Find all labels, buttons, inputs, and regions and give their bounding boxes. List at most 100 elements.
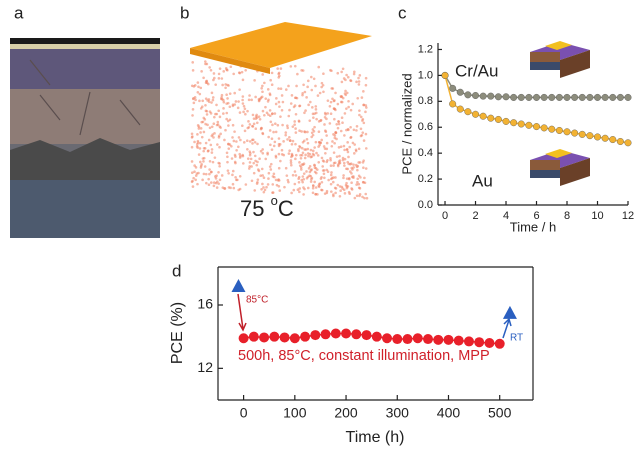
particle bbox=[202, 117, 205, 120]
panel-label: d bbox=[172, 261, 181, 280]
particle bbox=[365, 133, 368, 136]
particle bbox=[283, 186, 286, 189]
particle bbox=[257, 178, 260, 181]
particle bbox=[295, 113, 298, 116]
particle bbox=[324, 152, 327, 155]
marker bbox=[587, 94, 594, 101]
particle bbox=[250, 165, 253, 168]
particle bbox=[196, 133, 199, 136]
particle bbox=[232, 170, 235, 173]
particle bbox=[257, 168, 260, 171]
particle bbox=[210, 69, 213, 72]
particle bbox=[324, 129, 327, 132]
particle bbox=[232, 187, 235, 190]
panel-label: c bbox=[398, 3, 407, 22]
marker bbox=[510, 94, 517, 101]
particle bbox=[324, 192, 327, 195]
particle bbox=[196, 146, 199, 149]
particle bbox=[291, 94, 294, 97]
particle bbox=[363, 122, 366, 125]
particle bbox=[212, 99, 215, 102]
particle bbox=[356, 177, 359, 180]
particle bbox=[360, 127, 363, 130]
particle bbox=[212, 161, 215, 164]
particle bbox=[302, 193, 305, 196]
particle bbox=[333, 118, 336, 121]
particle bbox=[202, 157, 205, 160]
particle bbox=[244, 108, 247, 111]
particle bbox=[342, 174, 345, 177]
particle bbox=[263, 176, 266, 179]
panel-label: b bbox=[180, 3, 189, 22]
marker bbox=[472, 92, 479, 99]
particle bbox=[204, 165, 207, 168]
particle bbox=[205, 142, 208, 145]
marker bbox=[484, 338, 494, 348]
particle bbox=[237, 107, 240, 110]
particle bbox=[198, 100, 201, 103]
particle bbox=[332, 133, 335, 136]
particle bbox=[278, 143, 281, 146]
particle bbox=[191, 146, 194, 149]
marker bbox=[617, 94, 624, 101]
particle bbox=[315, 112, 318, 115]
particle bbox=[222, 70, 225, 73]
particle bbox=[282, 101, 285, 104]
marker bbox=[609, 94, 616, 101]
particle bbox=[271, 148, 274, 151]
particle bbox=[322, 169, 325, 172]
particle bbox=[345, 74, 348, 77]
particle bbox=[232, 73, 235, 76]
particle bbox=[346, 141, 349, 144]
particle bbox=[341, 187, 344, 190]
marker bbox=[413, 333, 423, 343]
particle bbox=[290, 164, 293, 167]
particle bbox=[326, 169, 329, 172]
particle bbox=[275, 179, 278, 182]
particle bbox=[193, 85, 196, 88]
particle bbox=[335, 123, 338, 126]
particle bbox=[258, 98, 261, 101]
particle bbox=[343, 134, 346, 137]
particle bbox=[242, 111, 245, 114]
particle bbox=[229, 105, 232, 108]
particle bbox=[206, 124, 209, 127]
particle bbox=[363, 104, 366, 107]
particle bbox=[242, 102, 245, 105]
marker bbox=[556, 127, 563, 134]
particle bbox=[196, 183, 199, 186]
particle bbox=[214, 156, 217, 159]
particle bbox=[302, 84, 305, 87]
particle bbox=[295, 131, 298, 134]
particle bbox=[253, 117, 256, 120]
particle bbox=[226, 161, 229, 164]
particle bbox=[362, 166, 365, 169]
particle bbox=[344, 79, 347, 82]
particle bbox=[202, 150, 205, 153]
particle bbox=[218, 73, 221, 76]
particle bbox=[364, 193, 367, 196]
marker bbox=[625, 139, 632, 146]
particle bbox=[361, 119, 364, 122]
particle bbox=[293, 120, 296, 123]
particle bbox=[341, 81, 344, 84]
particle bbox=[200, 70, 203, 73]
particle bbox=[222, 112, 225, 115]
particle bbox=[239, 139, 242, 142]
particle bbox=[316, 168, 319, 171]
marker bbox=[526, 122, 533, 129]
particle bbox=[229, 118, 232, 121]
particle bbox=[213, 181, 216, 184]
particle bbox=[366, 197, 369, 200]
marker bbox=[259, 332, 269, 342]
particle bbox=[249, 123, 252, 126]
particle bbox=[276, 184, 279, 187]
marker bbox=[465, 108, 472, 115]
particle bbox=[201, 179, 204, 182]
particle bbox=[323, 123, 326, 126]
particle bbox=[332, 195, 335, 198]
particle bbox=[355, 81, 358, 84]
particle bbox=[358, 80, 361, 83]
particle bbox=[223, 139, 226, 142]
particle bbox=[278, 167, 281, 170]
